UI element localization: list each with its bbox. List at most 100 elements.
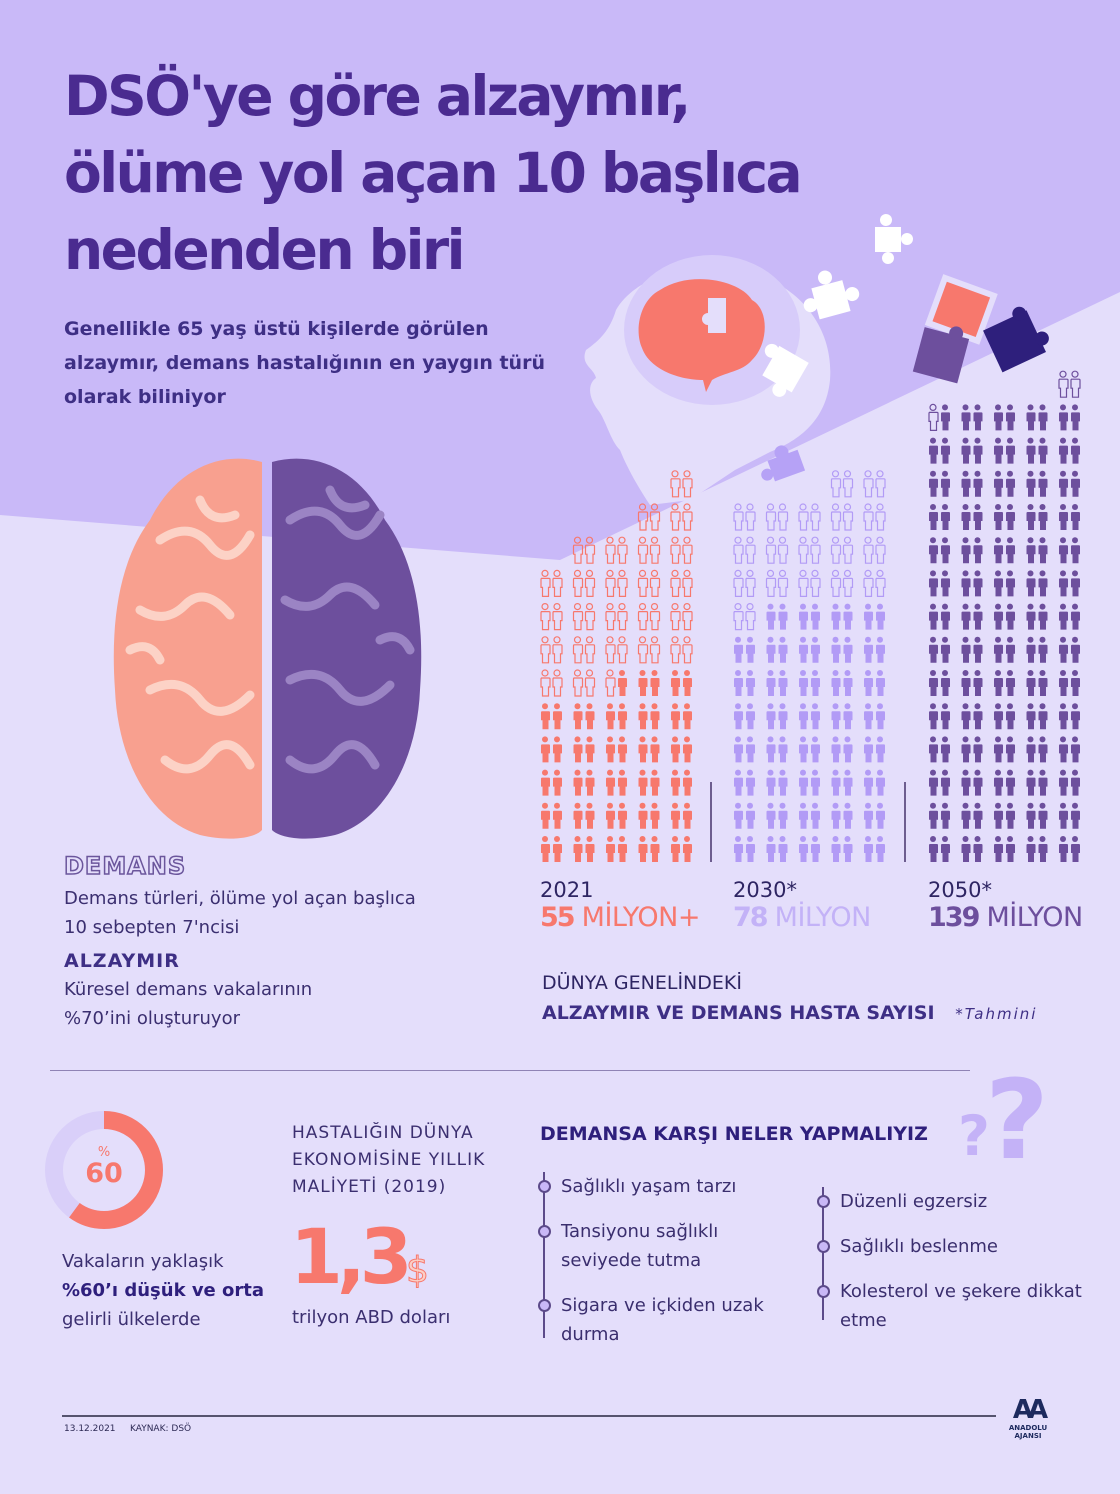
person-icon-outline <box>733 602 744 631</box>
person-icon-filled <box>799 836 808 862</box>
income-text: Vakaların yaklaşık %60’ı düşük ve orta g… <box>62 1247 264 1334</box>
person-icon-filled <box>941 570 950 597</box>
person-icon-outline <box>830 536 842 564</box>
person-icon-outline <box>572 669 584 697</box>
person-icon-filled <box>799 636 808 663</box>
person-icon-filled <box>541 736 550 763</box>
person-icon-filled <box>831 670 841 696</box>
person-icon-filled <box>1026 736 1036 763</box>
person-icon-filled <box>1059 802 1068 829</box>
person-icon-filled <box>1026 636 1036 663</box>
title-line: DSÖ'ye göre alzaymır, <box>64 64 691 128</box>
person-icon-filled <box>876 636 885 663</box>
person-icon-filled <box>573 769 583 796</box>
person-icon-filled <box>973 470 983 497</box>
footnote: *Tahmini <box>955 1005 1038 1023</box>
person-icon-filled <box>683 802 692 829</box>
person-icon-outline <box>745 602 756 631</box>
person-icon-filled <box>941 404 950 431</box>
text-line: Demans türleri, ölüme yol açan başlıca <box>64 888 416 909</box>
person-icon-filled <box>1059 404 1068 431</box>
person-icon-outline <box>745 503 756 531</box>
person-icon-outline <box>572 536 584 564</box>
person-icon-filled <box>1038 703 1048 730</box>
person-icon-filled <box>1038 570 1048 597</box>
person-icon-filled <box>994 736 1003 763</box>
person-icon-filled <box>831 769 841 796</box>
text-line: EKONOMİSİNE YILLIK <box>292 1150 486 1170</box>
person-icon-outline <box>682 636 693 664</box>
person-icon-filled <box>1059 769 1068 796</box>
person-icon-filled <box>734 670 743 696</box>
person-icon-outline <box>810 536 821 564</box>
person-icon-filled <box>606 802 615 829</box>
person-icon-filled <box>929 769 938 796</box>
group-label-2021: 2021 55 MİLYON+ <box>540 878 700 933</box>
person-icon-filled <box>994 703 1003 730</box>
person-icon-filled <box>1059 603 1068 630</box>
person-icon-filled <box>961 470 971 497</box>
person-icon-filled <box>1006 537 1015 564</box>
person-icon-filled <box>811 670 820 696</box>
person-icon-filled <box>1071 802 1080 829</box>
chart-title-line: DÜNYA GENELİNDEKİ <box>542 972 742 994</box>
text-line: HASTALIĞIN DÜNYA <box>292 1123 474 1143</box>
person-icon-outline <box>928 403 939 431</box>
person-icon-filled <box>961 802 971 829</box>
person-icon-filled <box>1071 437 1080 464</box>
person-icon-filled <box>671 703 680 730</box>
person-icon-filled <box>864 836 873 862</box>
person-icon-filled <box>973 703 983 730</box>
person-icon-filled <box>864 802 873 829</box>
person-icon-filled <box>683 769 692 796</box>
person-icon-filled <box>1026 504 1036 530</box>
puzzle-icon <box>762 214 913 397</box>
person-icon-filled <box>973 404 983 431</box>
divider <box>50 1070 970 1071</box>
person-icon-filled <box>618 769 627 796</box>
person-icon-outline <box>863 569 874 598</box>
person-icon-filled <box>766 802 776 829</box>
person-icon-filled <box>941 769 950 796</box>
person-icon-outline <box>875 470 886 498</box>
person-icon-filled <box>734 769 743 796</box>
person-icon-filled <box>994 504 1003 530</box>
person-icon-filled <box>683 703 692 730</box>
person-icon-filled <box>941 836 950 862</box>
person-icon-filled <box>799 736 808 763</box>
person-icon-outline <box>842 470 854 498</box>
person-icon-filled <box>541 703 550 730</box>
donut-chart <box>45 1111 163 1229</box>
person-icon-filled <box>746 836 755 862</box>
footer-source: KAYNAK: DSÖ <box>130 1424 192 1434</box>
value-label: 139 <box>928 902 980 933</box>
person-icon-filled <box>864 636 873 663</box>
person-icon-filled <box>1071 603 1080 630</box>
person-icon-filled <box>1038 404 1048 431</box>
person-icon-outline <box>765 536 777 564</box>
person-icon-filled <box>1071 836 1080 862</box>
value-label: 78 <box>733 902 769 933</box>
person-icon-filled <box>994 603 1003 630</box>
person-icon-filled <box>929 504 938 530</box>
person-icon-filled <box>1038 470 1048 497</box>
person-icon-filled <box>961 703 971 730</box>
person-icon-filled <box>843 670 853 696</box>
person-icon-outline <box>842 569 854 598</box>
title-line: nedenden biri <box>64 218 465 282</box>
person-icon-outline <box>863 470 874 498</box>
person-icon-filled <box>843 703 853 730</box>
text-line: Küresel demans vakalarının <box>64 979 313 1000</box>
person-icon-filled <box>1038 603 1048 630</box>
person-icon-filled <box>778 736 788 763</box>
person-icon-filled <box>831 802 841 829</box>
cost-heading: HASTALIĞIN DÜNYA EKONOMİSİNE YILLIK MALİ… <box>292 1120 485 1201</box>
person-icon-outline <box>670 470 681 498</box>
person-icon-filled <box>929 836 938 862</box>
person-icon-filled <box>766 769 776 796</box>
person-icon-filled <box>1006 437 1015 464</box>
person-icon-filled <box>1059 670 1068 696</box>
person-icon-filled <box>553 769 562 796</box>
person-icon-filled <box>843 603 853 630</box>
person-icon-filled <box>778 603 788 630</box>
